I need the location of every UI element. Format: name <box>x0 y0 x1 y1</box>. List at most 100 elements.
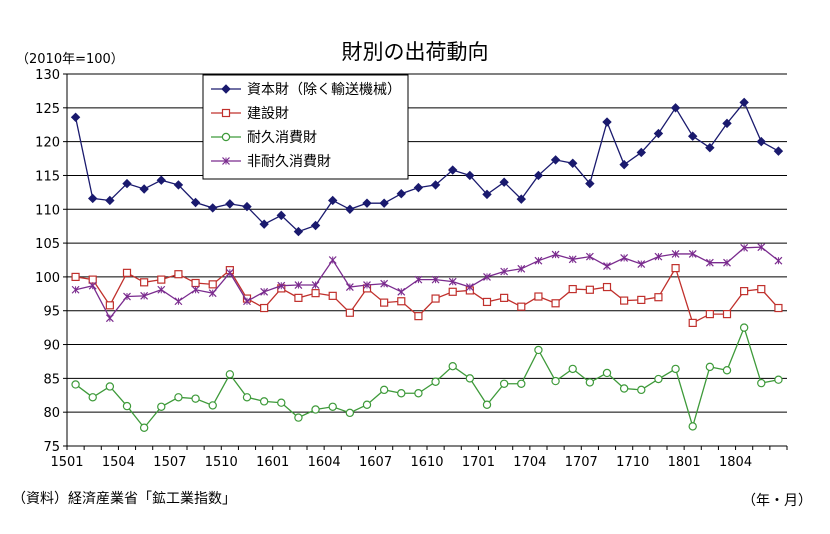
x-axis-ticks: 1501 1504 1507 1510 1601 1604 1607 1610 1701 1704… <box>50 446 788 470</box>
data-point-square <box>517 302 526 311</box>
legend-label: 資本財（除く輸送機械） <box>247 82 401 98</box>
y-tick-label: 80 <box>43 406 60 421</box>
data-point-square <box>740 287 749 296</box>
data-point-circle <box>105 382 115 391</box>
y-tick-label: 110 <box>35 203 60 218</box>
data-point-x <box>174 297 183 306</box>
data-point-x <box>705 258 714 267</box>
x-tick-label: 1601 <box>256 455 289 470</box>
data-point-circle <box>551 376 560 386</box>
data-point-x <box>345 283 354 291</box>
data-point-circle <box>637 385 646 395</box>
data-point-square <box>431 294 440 303</box>
data-point-diamond <box>413 182 424 193</box>
series-group <box>70 97 784 432</box>
data-point-x <box>123 292 131 301</box>
data-point-diamond <box>482 189 492 200</box>
x-tick-label: 1604 <box>308 455 341 470</box>
source-note: （資料）経済産業省「鉱工業指数」 <box>12 491 236 507</box>
data-point-x <box>723 258 731 267</box>
data-point-diamond <box>122 178 132 189</box>
data-point-square <box>637 295 646 305</box>
data-point-circle <box>671 364 680 374</box>
data-point-x <box>465 283 474 291</box>
series-line <box>74 101 779 233</box>
data-point-x <box>243 297 251 306</box>
data-point-diamond <box>670 103 681 113</box>
data-point-square <box>397 297 406 306</box>
data-point-square <box>174 270 183 279</box>
data-point-square <box>568 284 577 294</box>
data-point-diamond <box>773 146 784 156</box>
series-line <box>75 325 779 429</box>
data-point-diamond <box>259 219 269 229</box>
data-point-diamond <box>602 117 612 127</box>
y-tick-label: 120 <box>35 136 60 151</box>
x-tick-label: 1610 <box>410 455 443 470</box>
y-tick-label: 85 <box>43 372 60 387</box>
data-point-diamond <box>345 204 355 214</box>
data-point-circle <box>71 380 80 389</box>
data-point-diamond <box>465 170 475 181</box>
data-point-diamond <box>585 178 595 189</box>
data-point-square <box>260 303 269 313</box>
data-point-circle <box>225 370 235 379</box>
y-tick-label: 130 <box>35 68 60 83</box>
data-point-x <box>637 260 646 268</box>
data-point-circle <box>259 397 269 406</box>
legend-label: 非耐久消費財 <box>247 154 331 170</box>
y-tick-label: 75 <box>43 440 60 455</box>
data-point-x <box>260 287 269 296</box>
data-point-circle <box>705 362 715 372</box>
data-point-square <box>774 303 783 313</box>
data-point-diamond <box>139 184 149 194</box>
axes <box>66 74 787 447</box>
data-point-square <box>482 297 492 307</box>
data-point-diamond <box>396 189 406 199</box>
data-point-x <box>225 268 234 277</box>
data-point-diamond <box>225 199 235 209</box>
data-point-square <box>88 275 97 284</box>
data-point-square <box>122 268 132 277</box>
data-point-diamond <box>105 195 115 206</box>
data-point-diamond <box>430 180 441 190</box>
legend-item-3: 耐久消費財 <box>211 130 317 146</box>
data-point-diamond <box>619 159 629 170</box>
data-point-x <box>311 281 320 289</box>
data-point-x <box>157 285 166 294</box>
data-point-square <box>534 292 543 301</box>
legend-label: 耐久消費財 <box>247 130 317 146</box>
data-point-diamond <box>448 165 458 175</box>
legend-label: 建設財 <box>247 106 289 122</box>
data-point-circle <box>431 377 440 386</box>
data-point-diamond <box>221 84 231 94</box>
data-point-x <box>414 275 423 284</box>
chart-title: 財別の出荷動向 <box>341 40 489 64</box>
data-point-square <box>671 264 680 273</box>
x-tick-label: 1707 <box>565 455 598 470</box>
data-point-x <box>551 250 560 259</box>
data-point-square <box>414 312 423 321</box>
data-point-x <box>740 243 749 252</box>
x-tick-label: 1801 <box>668 455 701 470</box>
data-point-circle <box>345 408 355 418</box>
y-tick-label: 95 <box>43 305 60 320</box>
legend-item-1: 資本財（除く輸送機械） <box>211 82 401 98</box>
data-point-x <box>483 272 491 281</box>
data-point-circle <box>277 398 286 407</box>
data-point-circle <box>328 402 337 411</box>
data-point-x <box>88 281 97 290</box>
data-point-square <box>208 280 217 289</box>
data-point-circle <box>568 364 577 374</box>
y-tick-label: 125 <box>35 102 60 117</box>
series-1 <box>70 97 784 237</box>
data-point-diamond <box>190 197 201 208</box>
data-point-diamond <box>739 97 749 108</box>
data-point-square <box>688 318 697 328</box>
data-point-diamond <box>310 220 321 231</box>
data-point-square <box>722 310 732 319</box>
data-point-diamond <box>499 177 509 187</box>
data-point-square <box>585 285 594 294</box>
data-point-diamond <box>756 136 766 147</box>
